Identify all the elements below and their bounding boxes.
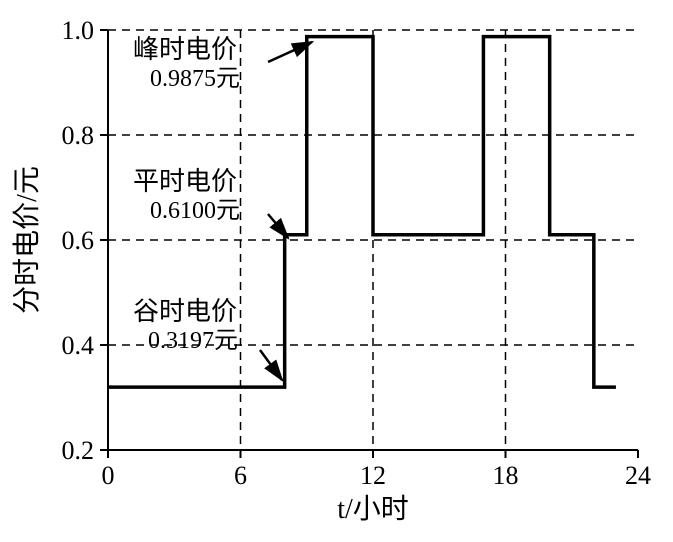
x-axis-label: t/小时 bbox=[337, 493, 409, 525]
x-tick-label: 6 bbox=[234, 461, 247, 490]
x-tick-label: 24 bbox=[625, 461, 651, 490]
annotation-title-valley: 谷时电价 bbox=[133, 297, 237, 326]
x-tick-label: 12 bbox=[360, 461, 386, 490]
y-tick-label: 0.4 bbox=[62, 331, 95, 360]
y-axis-label: 分时电价/元 bbox=[11, 166, 43, 314]
annotation-value-valley: 0.3197元 bbox=[148, 328, 238, 354]
annotation-arrow-valley bbox=[260, 350, 282, 380]
chart-svg: 0 6 12 18 24 0.2 0.4 0.6 0.8 1.0 t/小时 分时电价/元 峰时电价0.9… bbox=[0, 0, 673, 542]
y-tick-label: 0.2 bbox=[62, 436, 95, 465]
annotation-value-peak: 0.9875元 bbox=[150, 66, 240, 92]
x-tick-label: 18 bbox=[493, 461, 519, 490]
x-tick-label: 0 bbox=[102, 461, 115, 490]
annotation-arrow-flat bbox=[268, 214, 288, 238]
y-tick-label: 0.8 bbox=[62, 121, 95, 150]
annotation-title-peak: 峰时电价 bbox=[133, 35, 237, 64]
y-tick-label: 1.0 bbox=[62, 16, 95, 45]
chart-container: 0 6 12 18 24 0.2 0.4 0.6 0.8 1.0 t/小时 分时电价/元 峰时电价0.9… bbox=[0, 0, 673, 542]
annotation-value-flat: 0.6100元 bbox=[150, 198, 240, 224]
y-tick-label: 0.6 bbox=[62, 226, 95, 255]
annotation-title-flat: 平时电价 bbox=[133, 167, 237, 196]
